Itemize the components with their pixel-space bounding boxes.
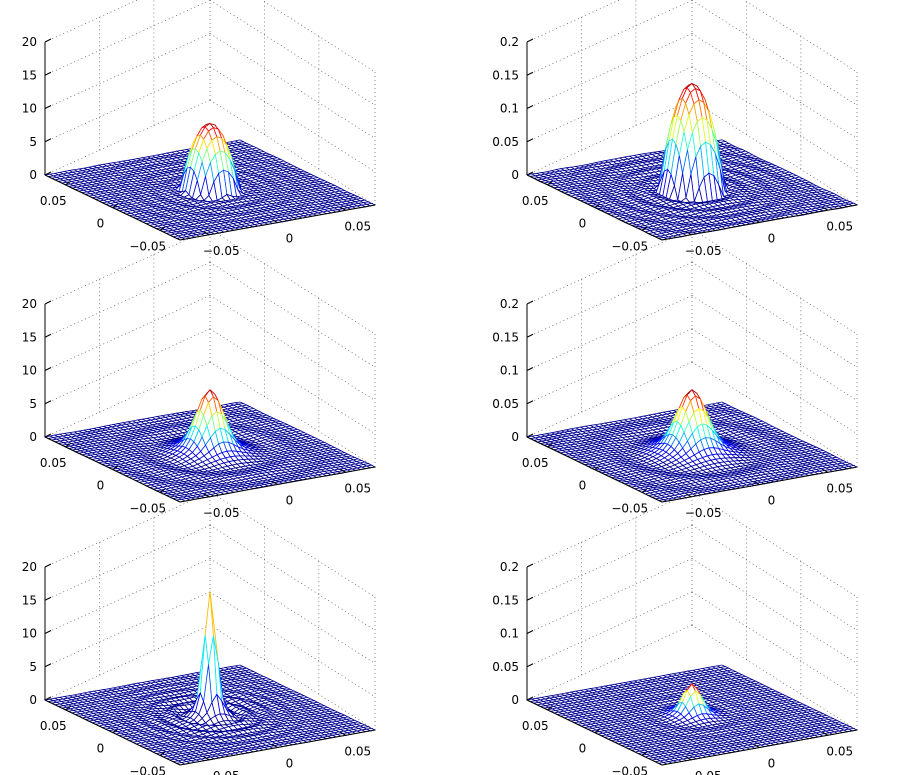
z-tick-label: 0.15: [492, 68, 519, 82]
z-tick: [44, 38, 52, 43]
z-tick: [44, 333, 52, 338]
x-tick-label: 0: [579, 217, 587, 231]
grid-line: [209, 33, 376, 139]
grid-line: [526, 33, 693, 109]
z-tick: [526, 300, 534, 305]
x-tick-label: 0.05: [40, 456, 67, 470]
z-tick: [44, 71, 52, 76]
surface-mesh: [43, 389, 377, 503]
grid-line: [743, 0, 858, 73]
z-tick-label: 0.1: [500, 102, 519, 116]
y-tick-label: 0: [286, 232, 294, 246]
x-tick-label: −0.05: [611, 239, 648, 253]
z-tick: [526, 71, 534, 76]
z-tick: [526, 138, 534, 143]
x-tick-label: −0.05: [129, 501, 166, 515]
z-tick-label: 15: [22, 68, 37, 82]
grid-line: [209, 66, 376, 173]
grid-line: [44, 228, 211, 305]
grid-line: [526, 328, 693, 405]
grid-line: [44, 328, 211, 405]
y-tick-label: 0: [286, 494, 294, 508]
y-tick-label: −0.05: [203, 506, 240, 520]
y-tick-label: 0.05: [344, 481, 371, 495]
z-tick-label: 0.2: [500, 297, 519, 311]
z-tick: [44, 367, 52, 371]
grid-line: [691, 261, 858, 368]
z-tick-label: 20: [22, 297, 37, 311]
z-tick-label: 5: [29, 397, 37, 411]
grid-line: [44, 261, 211, 338]
z-tick: [44, 138, 52, 143]
x-tick-label: 0: [97, 217, 105, 231]
grid-line: [526, 261, 693, 338]
grid-line: [526, 0, 693, 76]
z-tick-label: 0.05: [492, 397, 519, 411]
grid-line: [526, 228, 693, 305]
grid-line: [691, 295, 858, 401]
z-tick: [526, 333, 534, 338]
z-tick: [44, 105, 52, 109]
grid-line: [526, 0, 621, 43]
grid-line: [44, 295, 211, 371]
grid-line: [691, 0, 858, 106]
y-tick-label: −0.05: [685, 244, 722, 258]
grid-line: [44, 33, 211, 109]
z-tick-label: 0.2: [500, 35, 519, 49]
z-tick-label: 10: [22, 102, 37, 116]
z-tick-label: 5: [29, 135, 37, 149]
grid-line: [209, 0, 376, 106]
surface-mesh: [525, 389, 859, 503]
y-tick-label: 0: [768, 232, 776, 246]
z-tick: [526, 38, 534, 43]
z-tick: [526, 400, 534, 405]
z-tick-label: 0: [29, 430, 37, 444]
z-tick: [44, 400, 52, 405]
surface-mesh: [43, 122, 377, 241]
grid-line: [44, 66, 211, 143]
grid-line: [526, 66, 693, 143]
grid-line: [691, 33, 858, 139]
x-tick-label: 0.05: [40, 194, 67, 208]
grid-line: [209, 261, 376, 368]
grid-line: [261, 0, 376, 73]
y-tick-label: −0.05: [203, 244, 240, 258]
grid-line: [209, 295, 376, 401]
grid-line: [209, 99, 376, 206]
z-tick-label: 20: [22, 35, 37, 49]
z-tick-label: 0: [29, 168, 37, 182]
grid-line: [526, 295, 693, 371]
z-tick-label: 0.05: [492, 135, 519, 149]
x-tick-label: −0.05: [129, 239, 166, 253]
z-tick-label: 10: [22, 364, 37, 378]
x-tick-label: 0.05: [522, 194, 549, 208]
y-tick-label: 0.05: [344, 219, 371, 233]
z-tick: [526, 105, 534, 109]
y-tick-label: 0.05: [826, 219, 853, 233]
z-tick: [526, 367, 534, 371]
x-tick-label: 0: [97, 479, 105, 493]
z-tick-label: 0.15: [492, 330, 519, 344]
grid-line: [44, 0, 211, 76]
z-tick-label: 0: [511, 168, 519, 182]
z-tick: [44, 300, 52, 305]
z-tick-label: 0.1: [500, 364, 519, 378]
z-tick-label: 0: [511, 430, 519, 444]
grid-line: [44, 0, 139, 43]
z-tick-label: 15: [22, 330, 37, 344]
